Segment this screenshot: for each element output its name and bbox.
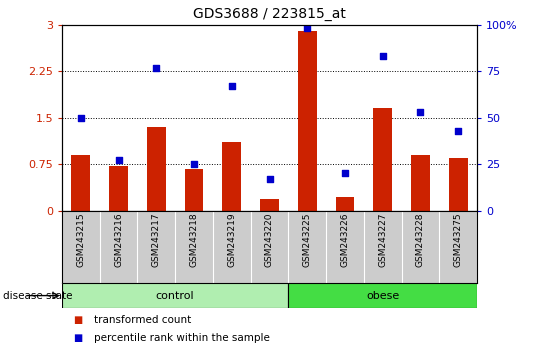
Point — [77, 115, 85, 120]
Point — [227, 83, 236, 89]
Title: GDS3688 / 223815_at: GDS3688 / 223815_at — [193, 7, 346, 21]
Text: obese: obese — [366, 291, 399, 301]
Point — [303, 25, 312, 31]
Point — [454, 128, 462, 133]
Bar — [109, 166, 128, 211]
Bar — [335, 197, 355, 211]
Text: control: control — [156, 291, 195, 301]
Text: GSM243217: GSM243217 — [152, 213, 161, 267]
Point — [341, 171, 349, 176]
Text: GSM243219: GSM243219 — [227, 213, 236, 267]
Point — [114, 158, 123, 163]
Text: transformed count: transformed count — [94, 315, 191, 325]
Point — [378, 53, 387, 59]
Text: GSM243226: GSM243226 — [341, 213, 349, 267]
Text: GSM243216: GSM243216 — [114, 213, 123, 267]
Text: disease state: disease state — [3, 291, 72, 301]
Text: GSM243220: GSM243220 — [265, 213, 274, 267]
Bar — [71, 155, 90, 211]
Text: GSM243225: GSM243225 — [303, 213, 312, 267]
Text: GSM243218: GSM243218 — [190, 213, 198, 267]
Text: GSM243228: GSM243228 — [416, 213, 425, 267]
Text: GSM243227: GSM243227 — [378, 213, 387, 267]
Point — [190, 161, 198, 167]
Text: GSM243275: GSM243275 — [454, 213, 462, 267]
Text: GSM243215: GSM243215 — [77, 213, 85, 267]
Point — [152, 65, 161, 70]
Bar — [260, 199, 279, 211]
Point — [265, 176, 274, 182]
Text: ■: ■ — [73, 333, 82, 343]
Bar — [184, 169, 204, 211]
Point — [416, 109, 425, 115]
Bar — [411, 155, 430, 211]
Bar — [62, 283, 288, 308]
Text: percentile rank within the sample: percentile rank within the sample — [94, 333, 270, 343]
Bar — [222, 142, 241, 211]
Bar — [448, 158, 467, 211]
Bar — [147, 127, 166, 211]
Bar — [288, 283, 477, 308]
Bar — [298, 31, 317, 211]
Bar — [373, 108, 392, 211]
Text: ■: ■ — [73, 315, 82, 325]
